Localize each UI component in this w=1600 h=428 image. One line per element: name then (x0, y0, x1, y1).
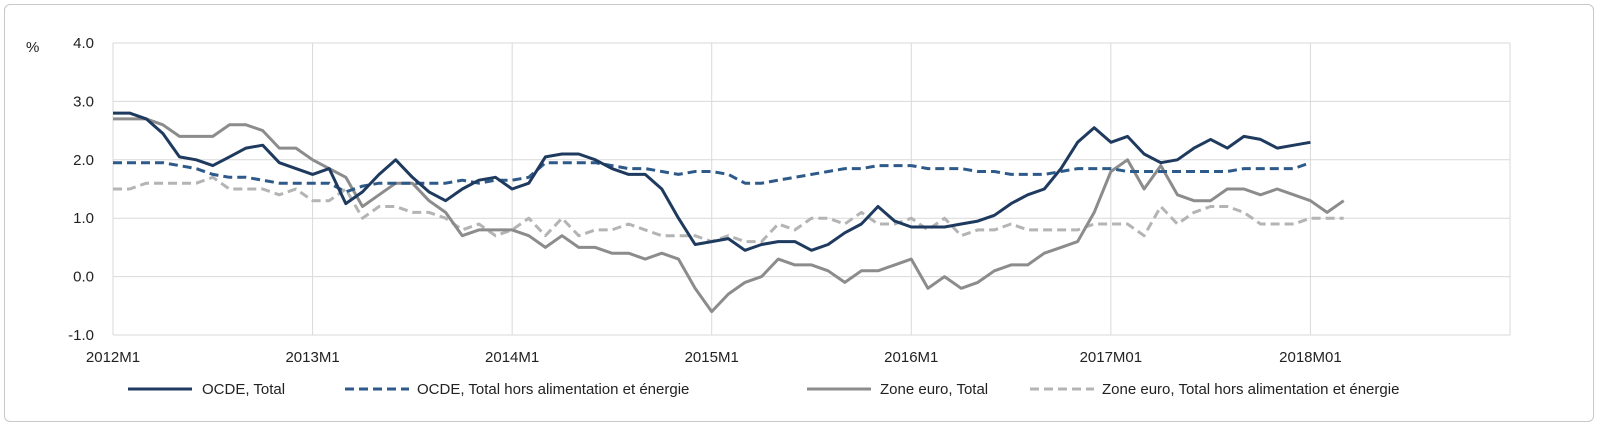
grid-layer (112, 42, 1511, 336)
x-tick-label: 2014M1 (485, 349, 539, 366)
legend-label-3: Zone euro, Total (880, 381, 988, 398)
legend-label-4: Zone euro, Total hors alimentation et én… (1102, 381, 1399, 398)
series-line-1 (113, 111, 1311, 252)
y-tick-label: 1.0 (73, 210, 94, 227)
x-tick-label: 2018M01 (1279, 349, 1342, 366)
legend: OCDE, Total OCDE, Total hors alimentation… (128, 381, 1399, 398)
x-tick-label: 2017M01 (1080, 349, 1143, 366)
series-layer (113, 111, 1345, 314)
x-tick-label: 2016M1 (884, 349, 938, 366)
x-tick-label: 2013M1 (285, 349, 339, 366)
y-tick-label: 4.0 (73, 35, 94, 52)
series-line-4 (113, 175, 1344, 244)
x-tick-label: 2012M1 (86, 349, 140, 366)
y-tick-label: 3.0 (73, 93, 94, 110)
legend-label-2: OCDE, Total hors alimentation et énergie (417, 381, 689, 398)
x-axis-ticks: 2012M1 2013M1 2014M1 2015M1 2016M1 2017M01 201… (86, 349, 1342, 366)
chart-frame (4, 4, 1594, 422)
y-axis-unit-label: % (26, 39, 39, 56)
y-tick-label: 0.0 (73, 269, 94, 286)
series-line-2 (113, 161, 1311, 194)
series-line-3 (113, 117, 1345, 314)
y-tick-label: -1.0 (68, 327, 94, 344)
y-tick-label: 2.0 (73, 152, 94, 169)
legend-label-1: OCDE, Total (202, 381, 285, 398)
x-tick-label: 2015M1 (685, 349, 739, 366)
y-axis-ticks: -1.0 0.0 1.0 2.0 3.0 4.0 (68, 35, 94, 344)
